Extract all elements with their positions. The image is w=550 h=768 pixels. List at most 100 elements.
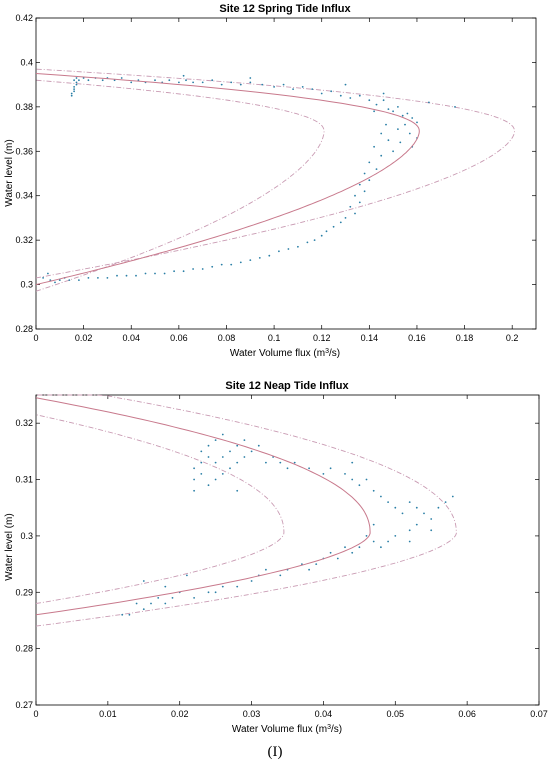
data-point	[58, 279, 61, 281]
data-point	[47, 272, 49, 275]
data-point	[239, 261, 242, 264]
data-point	[249, 259, 252, 261]
data-point	[214, 591, 217, 594]
data-point	[236, 489, 239, 492]
data-point	[408, 529, 411, 532]
data-point	[214, 478, 217, 481]
data-point	[230, 81, 233, 84]
data-point	[380, 132, 383, 135]
data-point	[193, 597, 196, 599]
y-tick-label: 0.36	[15, 146, 33, 156]
data-point	[380, 546, 382, 549]
data-point	[387, 108, 390, 110]
data-point	[306, 241, 309, 244]
data-point	[173, 270, 176, 273]
x-tick-label: 0.02	[171, 709, 189, 719]
data-point	[313, 239, 316, 242]
data-point	[135, 274, 137, 277]
data-point	[363, 172, 366, 175]
x-tick-label: 0.01	[99, 709, 117, 719]
data-point	[339, 94, 342, 97]
data-point	[279, 574, 282, 577]
y-axis-label: Water level (m)	[4, 139, 15, 206]
data-point	[423, 512, 425, 515]
data-point	[75, 81, 78, 84]
y-tick-label: 0.3	[20, 531, 33, 541]
data-point	[282, 83, 285, 86]
data-point	[301, 563, 303, 565]
data-point	[82, 77, 85, 79]
data-point	[406, 112, 409, 115]
data-point	[392, 110, 394, 113]
data-point	[365, 478, 368, 481]
data-point	[70, 94, 73, 97]
data-point	[380, 154, 383, 157]
data-point	[397, 106, 399, 108]
data-point	[249, 81, 252, 84]
x-tick-label: 0.04	[122, 333, 140, 343]
data-point	[387, 540, 389, 543]
data-point	[286, 467, 289, 470]
data-point	[97, 277, 99, 279]
data-point	[415, 523, 418, 526]
data-point	[87, 79, 90, 82]
panel-label: (I)	[267, 744, 283, 760]
data-point	[130, 81, 133, 84]
data-point	[135, 602, 138, 605]
data-point	[358, 94, 361, 97]
data-point	[372, 540, 375, 543]
upper-bound-curve	[35, 394, 457, 627]
data-point	[363, 190, 366, 193]
data-point	[207, 591, 210, 594]
data-point	[308, 568, 310, 571]
data-point	[239, 83, 242, 86]
data-point	[49, 279, 52, 281]
y-tick-label: 0.38	[15, 102, 33, 112]
data-point	[372, 489, 375, 492]
data-point	[265, 461, 267, 464]
data-point	[428, 101, 430, 104]
x-tick-label: 0.06	[170, 333, 188, 343]
data-point	[201, 268, 204, 270]
data-point	[368, 161, 371, 164]
data-point	[164, 585, 167, 588]
data-point	[211, 265, 214, 268]
data-point	[301, 86, 304, 88]
data-point	[121, 613, 124, 616]
y-tick-label: 0.31	[15, 475, 33, 485]
data-point	[221, 433, 224, 436]
chart-marks: 0 0.01 0.02 0.03 0.04 0.05 0.06 0.07 0.27 0.28 0.2…	[15, 394, 548, 719]
data-point	[249, 77, 252, 79]
data-point	[220, 83, 223, 86]
data-point	[171, 597, 174, 599]
data-point	[358, 201, 361, 204]
data-point	[257, 444, 260, 447]
data-point	[120, 77, 123, 79]
data-point	[416, 121, 418, 124]
data-point	[116, 274, 118, 277]
y-tick-label: 0.34	[15, 191, 33, 201]
data-point	[87, 277, 90, 279]
data-point	[154, 272, 156, 275]
data-point	[192, 81, 195, 84]
data-point	[349, 97, 352, 99]
data-point	[351, 478, 354, 481]
x-axis-label: Water Volume flux (m3/s)	[230, 348, 340, 360]
data-point	[401, 512, 404, 515]
data-point	[214, 461, 217, 464]
data-point	[70, 92, 73, 95]
data-point	[394, 535, 397, 537]
data-point	[387, 501, 389, 503]
spring-tide-chart: Site 12 Spring Tide Influx Water Volume …	[4, 3, 537, 360]
data-point	[220, 263, 223, 266]
data-point	[368, 179, 371, 182]
data-point	[142, 580, 145, 582]
data-point	[437, 506, 440, 509]
data-point	[344, 83, 347, 86]
x-tick-label: 0.08	[218, 333, 236, 343]
y-tick-label: 0.3	[20, 280, 33, 290]
data-point	[351, 551, 354, 554]
data-point	[392, 150, 394, 153]
y-tick-label: 0.28	[15, 644, 33, 654]
data-point	[358, 484, 361, 487]
